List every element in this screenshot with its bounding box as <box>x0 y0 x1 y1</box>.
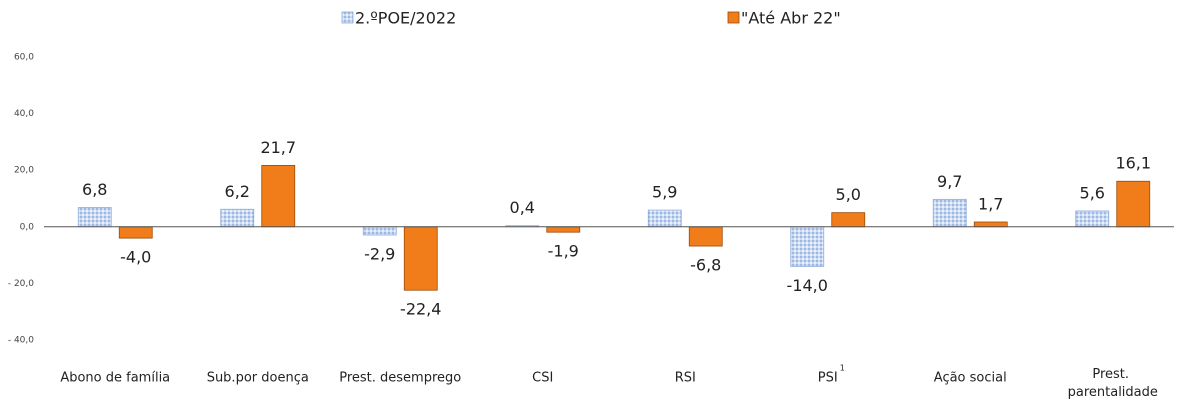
data-label: -2,9 <box>364 245 395 264</box>
legend-swatch <box>727 11 740 24</box>
bar <box>688 226 723 247</box>
legend-label: "Até Abr 22" <box>741 9 841 28</box>
x-tick-label: Abono de família <box>60 371 170 386</box>
bar <box>362 226 397 236</box>
legend-swatch <box>341 11 354 24</box>
data-label: 6,8 <box>82 180 107 199</box>
y-tick-label: 20,0 <box>14 166 34 176</box>
data-label: -22,4 <box>400 300 441 319</box>
y-tick-label: - 20,0 <box>8 279 34 289</box>
bar <box>118 226 153 239</box>
data-label: -6,8 <box>690 256 721 275</box>
bar <box>403 226 438 291</box>
data-label: 9,7 <box>937 172 962 191</box>
x-tick-label: RSI <box>675 371 696 386</box>
y-tick-label: 40,0 <box>14 109 34 119</box>
bar <box>220 208 255 228</box>
x-tick-label: PSI <box>818 371 838 386</box>
x-tick-label: CSI <box>532 371 553 386</box>
x-tick-label: Prest. desemprego <box>339 371 461 386</box>
bar <box>1116 180 1151 228</box>
bar <box>932 198 967 228</box>
data-label: 16,1 <box>1115 154 1151 173</box>
data-label: 5,0 <box>836 185 861 204</box>
x-tick-label: Sub.por doença <box>207 371 309 386</box>
x-tick-label: Ação social <box>934 371 1007 386</box>
data-label: -1,9 <box>548 242 579 261</box>
data-label: 1,7 <box>978 194 1003 213</box>
data-label: -14,0 <box>787 276 828 295</box>
legend-label: 2.ºPOE/2022 <box>355 9 456 28</box>
bar <box>973 221 1008 228</box>
data-label: 5,9 <box>652 183 677 202</box>
x-tick-label: Prest. parentalidade <box>1068 367 1158 400</box>
bar <box>831 212 866 228</box>
data-label: -4,0 <box>120 248 151 267</box>
y-tick-label: - 40,0 <box>8 336 34 346</box>
data-label: 21,7 <box>260 138 296 157</box>
y-tick-label: 60,0 <box>14 53 34 63</box>
data-label: 5,6 <box>1080 183 1105 202</box>
bar <box>1075 210 1110 228</box>
bar <box>261 164 296 228</box>
bar <box>546 226 581 233</box>
data-label: 6,2 <box>225 182 250 201</box>
bar <box>790 226 825 267</box>
data-label: 0,4 <box>510 198 535 217</box>
bar <box>77 207 112 228</box>
y-tick-label: 0,0 <box>20 222 35 232</box>
footnote-mark: 1 <box>840 364 845 373</box>
bar <box>647 209 682 228</box>
